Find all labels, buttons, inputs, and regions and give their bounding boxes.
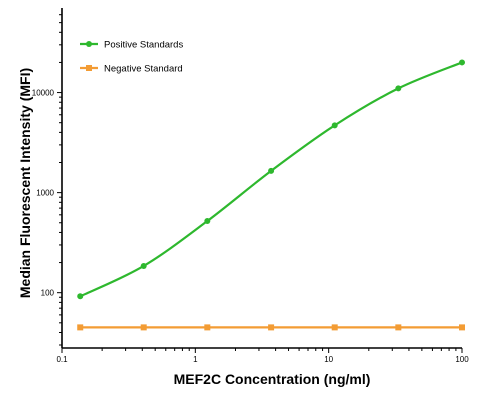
y-ticks: 100 1000 10000	[32, 14, 62, 346]
series-layer	[77, 59, 465, 331]
x-tick-label-0: 0.1	[56, 355, 68, 364]
y-tick-label-2: 10000	[32, 89, 55, 98]
legend-label-negative: Negative Standard	[104, 64, 183, 75]
y-axis-label: Median Fluorescent Intensity (MFI)	[17, 68, 33, 298]
x-ticks: 0.1 1 10 100	[56, 348, 469, 364]
legend-label-positive: Positive Standards	[104, 40, 183, 51]
data-point-s1-0	[77, 324, 84, 331]
data-point-s0-6	[459, 59, 465, 66]
data-point-s0-3	[268, 167, 275, 174]
x-axis-label: MEF2C Concentration (ng/ml)	[174, 371, 371, 387]
x-tick-label-3: 100	[455, 355, 469, 364]
data-point-s0-4	[331, 122, 338, 129]
data-point-s1-4	[331, 324, 338, 331]
legend-item-negative: Negative Standard	[80, 64, 183, 75]
x-tick-label-2: 10	[324, 355, 333, 364]
data-point-s1-5	[395, 324, 402, 331]
data-point-s1-1	[140, 324, 147, 331]
x-tick-label-1: 1	[193, 355, 198, 364]
y-tick-label-1: 1000	[36, 189, 54, 198]
legend: Positive Standards Negative Standard	[80, 40, 183, 75]
data-point-s1-6	[459, 324, 465, 331]
data-point-s0-1	[140, 262, 147, 269]
legend-marker-negative	[86, 65, 92, 71]
axes	[61, 8, 462, 349]
data-point-s1-2	[204, 324, 211, 331]
y-tick-label-0: 100	[41, 289, 55, 298]
data-point-s0-5	[395, 85, 402, 92]
legend-marker-positive	[86, 41, 92, 47]
data-point-s0-0	[77, 293, 84, 300]
data-point-s1-3	[268, 324, 275, 331]
data-point-s0-2	[204, 218, 211, 225]
legend-item-positive: Positive Standards	[80, 40, 183, 51]
series-line-0	[79, 61, 463, 298]
